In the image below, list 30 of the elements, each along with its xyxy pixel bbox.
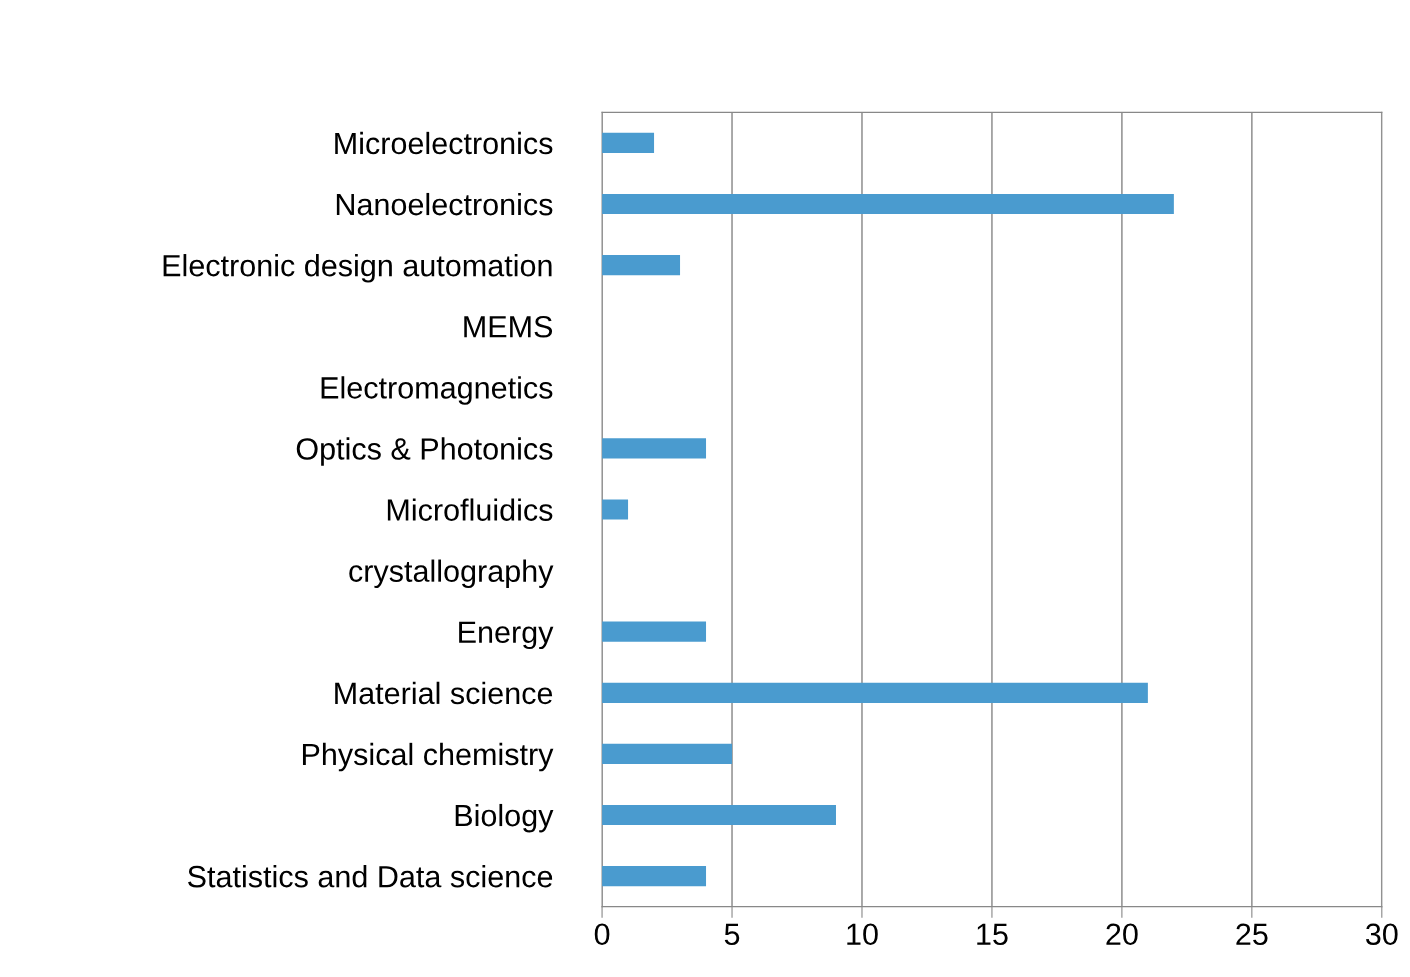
y-tick-label: Biology	[455, 803, 554, 833]
y-tick-label: Optics & Photonics	[296, 437, 553, 466]
y-tick-label: Electromagnetics	[321, 376, 553, 405]
bar	[602, 804, 836, 826]
x-tick-label: 10	[847, 923, 878, 946]
bar	[602, 255, 681, 276]
bar	[602, 132, 655, 153]
y-tick-label: Physical chemistry	[302, 742, 554, 772]
y-tick-label: Microfluidics	[387, 498, 553, 521]
x-tick-label: 5	[724, 923, 740, 946]
bar	[602, 499, 629, 520]
bar	[602, 438, 707, 459]
x-tick-label: 25	[1236, 923, 1268, 946]
y-tick-label: Statistics and Data science	[188, 865, 553, 888]
y-tick-label: crystallography	[349, 559, 554, 589]
bar	[602, 743, 733, 764]
x-tick-label: 0	[594, 923, 610, 946]
y-tick-label: Microelectronics	[335, 131, 553, 155]
y-tick-label: Material science	[335, 681, 553, 705]
y-tick-label: MEMS	[464, 315, 553, 338]
y-tick-label: Electronic design automation	[163, 254, 552, 283]
x-tick-label: 30	[1365, 923, 1398, 946]
y-tick-label: Energy	[459, 621, 554, 650]
bar	[602, 682, 1148, 703]
y-tick-label: Nanoelectronics	[336, 192, 553, 216]
bar	[602, 621, 707, 642]
x-tick-label: 15	[977, 923, 1008, 946]
bar	[602, 193, 1174, 215]
x-tick-label: 20	[1106, 923, 1138, 946]
bar	[602, 866, 707, 887]
